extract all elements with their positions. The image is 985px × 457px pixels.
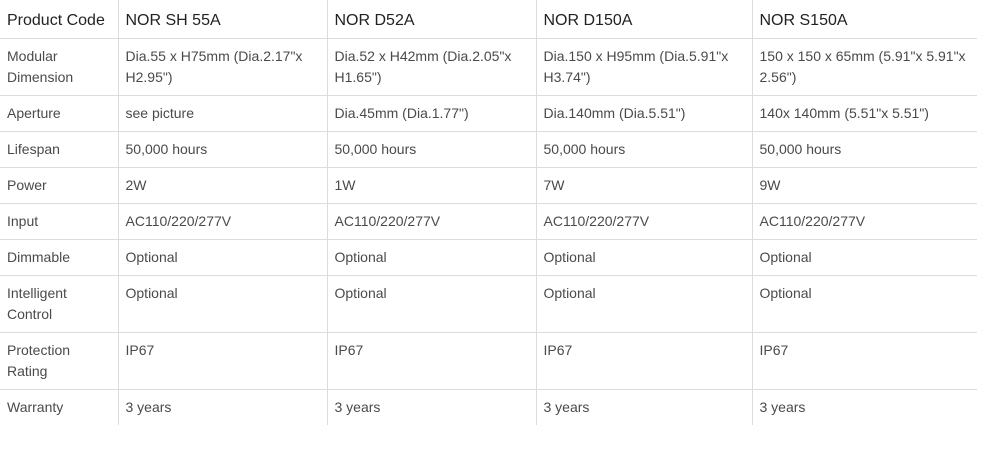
spec-cell: 9W xyxy=(751,167,977,204)
spec-cell: 50,000 hours xyxy=(535,131,752,168)
spec-cell: Optional xyxy=(117,239,327,276)
spec-cell: 150 x 150 x 65mm (5.91"x 5.91"x 2.56") xyxy=(751,38,977,96)
spec-row: Dimmable Optional Optional Optional Optional xyxy=(0,239,977,276)
spec-cell: IP67 xyxy=(751,332,977,390)
spec-cell: 2W xyxy=(117,167,327,204)
spec-cell: AC110/220/277V xyxy=(326,203,536,240)
spec-row: Intelligent Control Optional Optional Optio… xyxy=(0,275,977,333)
spec-row: Power 2W 1W 7W 9W xyxy=(0,167,977,204)
spec-row: Warranty 3 years 3 years 3 years 3 years xyxy=(0,389,977,425)
spec-row: Modular Dimension Dia.55 x H75mm (Dia.2.1… xyxy=(0,38,977,96)
header-cell: NOR D150A xyxy=(535,0,752,39)
row-label: Intelligent Control xyxy=(0,275,118,333)
header-row: Product Code NOR SH 55A NOR D52A NOR D150A N… xyxy=(0,0,977,39)
spec-cell: IP67 xyxy=(117,332,327,390)
spec-cell: AC110/220/277V xyxy=(535,203,752,240)
spec-cell: Optional xyxy=(326,275,536,333)
spec-cell: 3 years xyxy=(326,389,536,425)
spec-cell: 1W xyxy=(326,167,536,204)
row-label: Aperture xyxy=(0,95,118,132)
row-label: Dimmable xyxy=(0,239,118,276)
spec-cell: Dia.140mm (Dia.5.51") xyxy=(535,95,752,132)
spec-cell: IP67 xyxy=(326,332,536,390)
spec-cell: Optional xyxy=(326,239,536,276)
spec-cell: Optional xyxy=(535,275,752,333)
spec-row: Input AC110/220/277V AC110/220/277V AC110/2… xyxy=(0,203,977,240)
spec-row: Protection Rating IP67 IP67 IP67 IP67 xyxy=(0,332,977,390)
spec-cell: Optional xyxy=(117,275,327,333)
spec-table: Product Code NOR SH 55A NOR D52A NOR D150A N… xyxy=(0,0,977,425)
header-cell: NOR D52A xyxy=(326,0,536,39)
spec-cell: 3 years xyxy=(535,389,752,425)
row-label: Input xyxy=(0,203,118,240)
row-label: Protection Rating xyxy=(0,332,118,390)
spec-cell: 50,000 hours xyxy=(326,131,536,168)
header-cell: NOR SH 55A xyxy=(117,0,327,39)
spec-cell: 50,000 hours xyxy=(117,131,327,168)
spec-cell: Dia.45mm (Dia.1.77") xyxy=(326,95,536,132)
spec-cell: 3 years xyxy=(751,389,977,425)
spec-cell: AC110/220/277V xyxy=(751,203,977,240)
header-cell: NOR S150A xyxy=(751,0,977,39)
spec-cell: Dia.55 x H75mm (Dia.2.17"x H2.95") xyxy=(117,38,327,96)
spec-cell: Dia.52 x H42mm (Dia.2.05"x H1.65") xyxy=(326,38,536,96)
spec-cell: 7W xyxy=(535,167,752,204)
spec-row: Aperture see picture Dia.45mm (Dia.1.77") D… xyxy=(0,95,977,132)
row-label: Power xyxy=(0,167,118,204)
spec-cell: 3 years xyxy=(117,389,327,425)
row-label: Lifespan xyxy=(0,131,118,168)
spec-cell: AC110/220/277V xyxy=(117,203,327,240)
spec-cell: Optional xyxy=(535,239,752,276)
spec-cell: Optional xyxy=(751,239,977,276)
spec-cell: Optional xyxy=(751,275,977,333)
spec-cell: IP67 xyxy=(535,332,752,390)
row-label: Modular Dimension xyxy=(0,38,118,96)
row-label: Warranty xyxy=(0,389,118,425)
header-cell: Product Code xyxy=(7,12,105,29)
spec-cell: see picture xyxy=(117,95,327,132)
spec-cell: 140x 140mm (5.51"x 5.51") xyxy=(751,95,977,132)
spec-row: Lifespan 50,000 hours 50,000 hours 50,000 h… xyxy=(0,131,977,168)
spec-cell: Dia.150 x H95mm (Dia.5.91"x H3.74") xyxy=(535,38,752,96)
spec-cell: 50,000 hours xyxy=(751,131,977,168)
